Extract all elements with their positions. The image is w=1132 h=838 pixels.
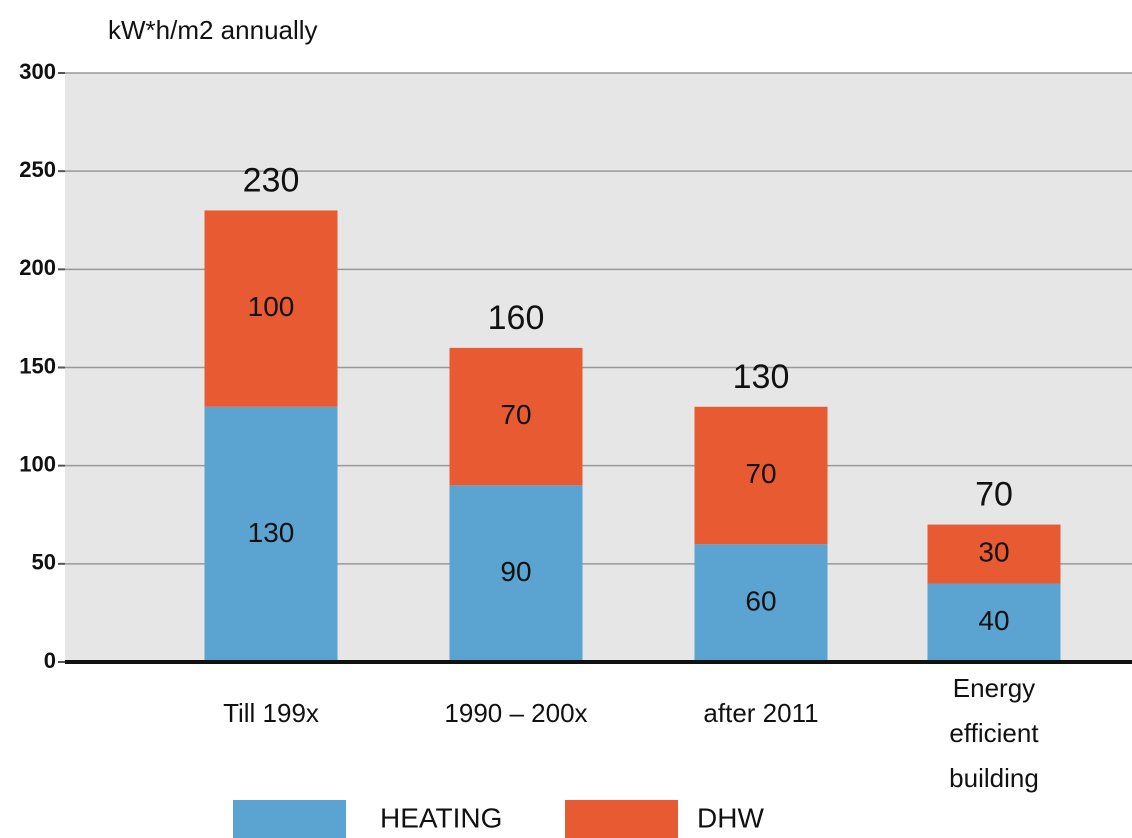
- bar-segment: [927, 583, 1061, 662]
- legend-label: HEATING: [380, 802, 502, 833]
- value-label: 30: [978, 536, 1009, 567]
- total-label: 230: [243, 161, 300, 199]
- y-axis-title: kW*h/m2 annually: [108, 15, 318, 45]
- legend-swatch: [233, 800, 346, 838]
- y-tick-label: 150: [19, 353, 56, 378]
- y-tick-label: 200: [19, 255, 56, 280]
- total-label: 70: [975, 476, 1013, 514]
- x-tick-label: after 2011: [703, 698, 818, 728]
- value-label: 90: [500, 556, 531, 587]
- value-label: 40: [978, 605, 1009, 636]
- x-tick-label: 1990 – 200x: [444, 698, 587, 728]
- y-tick-label: 100: [19, 451, 56, 476]
- value-label: 70: [745, 458, 776, 489]
- legend-label: DHW: [697, 802, 764, 833]
- total-label: 130: [733, 358, 790, 396]
- y-tick-label: 300: [19, 59, 56, 84]
- bar-segment: [449, 485, 583, 662]
- total-label: 160: [488, 299, 545, 337]
- bar-segment: [204, 210, 338, 407]
- value-label: 100: [248, 291, 295, 322]
- x-tick-label: Energy efficient building: [949, 673, 1039, 793]
- value-label: 60: [745, 585, 776, 616]
- bar-segment: [694, 406, 828, 545]
- y-tick-label: 250: [19, 157, 56, 182]
- bar-segment: [694, 544, 828, 662]
- legend-swatch: [565, 800, 678, 838]
- value-label: 130: [248, 517, 295, 548]
- bar-segment: [204, 406, 338, 662]
- value-label: 70: [500, 399, 531, 430]
- x-tick-label: Till 199x: [223, 698, 319, 728]
- y-tick-label: 0: [44, 648, 56, 673]
- bar-segment: [449, 347, 583, 486]
- bar-segment: [927, 524, 1061, 584]
- y-tick-label: 50: [32, 550, 56, 575]
